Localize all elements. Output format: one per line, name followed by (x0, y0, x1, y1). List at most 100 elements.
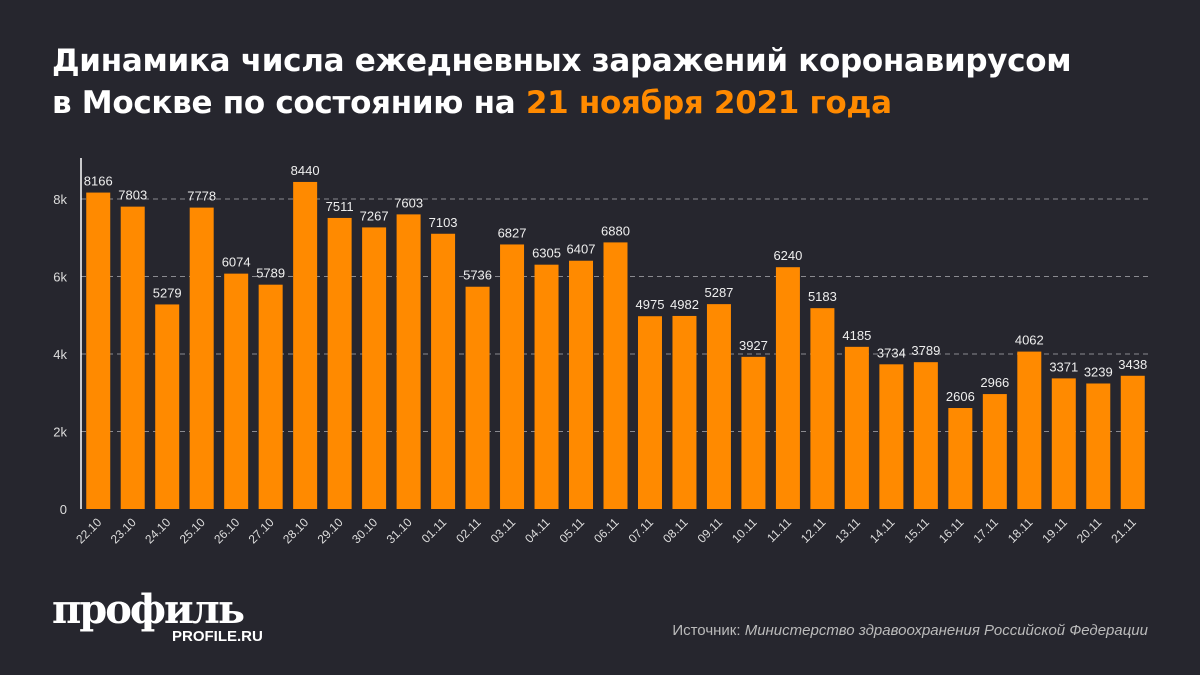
bar (500, 244, 525, 510)
data-label: 7603 (394, 195, 423, 210)
data-label: 6305 (532, 246, 561, 261)
data-label: 5183 (808, 289, 837, 304)
data-label: 3239 (1084, 364, 1113, 379)
bar (396, 214, 421, 510)
bar (879, 364, 904, 509)
logo: профиль (52, 586, 245, 633)
x-tick-label: 21.11 (1108, 515, 1139, 546)
bar (1086, 383, 1111, 509)
x-tick-label: 17.11 (970, 515, 1001, 546)
bar (1051, 378, 1076, 509)
bar (1120, 375, 1145, 509)
y-tick-label: 4k (53, 347, 67, 362)
title-date: 21 ноября 2021 года (525, 85, 892, 121)
bar (982, 394, 1007, 509)
bar (844, 346, 869, 509)
x-tick-label: 13.11 (833, 515, 864, 546)
data-label: 6880 (601, 223, 630, 238)
x-tick-label: 12.11 (798, 515, 829, 546)
data-label: 6240 (773, 248, 802, 263)
data-label: 5287 (704, 285, 733, 300)
x-tick-label: 19.11 (1039, 515, 1070, 546)
x-tick-label: 05.11 (557, 515, 588, 546)
data-label: 4975 (636, 297, 665, 312)
bar (948, 408, 973, 509)
x-tick-label: 18.11 (1005, 515, 1036, 546)
x-tick-label: 27.10 (246, 515, 277, 546)
bar (569, 260, 594, 509)
source-label: Источник: (672, 622, 741, 639)
x-tick-label: 31.10 (384, 515, 415, 546)
data-label: 5736 (463, 268, 492, 283)
logo-site: PROFILE.RU (172, 628, 263, 645)
data-label: 4062 (1015, 333, 1044, 348)
x-tick-label: 22.10 (73, 515, 104, 546)
x-tick-label: 26.10 (211, 515, 242, 546)
x-tick-label: 29.10 (315, 515, 346, 546)
data-label: 3371 (1049, 359, 1078, 374)
bar (810, 308, 835, 509)
bar (637, 316, 662, 509)
bar (224, 273, 249, 509)
x-tick-label: 23.10 (108, 515, 139, 546)
data-label: 4982 (670, 297, 699, 312)
data-label: 2966 (980, 375, 1009, 390)
source-text: Министерство здравоохранения Российской … (744, 622, 1148, 639)
bar (1017, 351, 1042, 509)
bar (431, 233, 456, 510)
data-label: 3789 (911, 343, 940, 358)
x-tick-label: 25.10 (177, 515, 208, 546)
x-tick-label: 09.11 (695, 515, 726, 546)
source-note: Источник: Министерство здравоохранения Р… (672, 622, 1148, 639)
bar (86, 192, 111, 509)
data-label: 6407 (567, 242, 596, 257)
data-label: 3927 (739, 338, 768, 353)
x-tick-label: 08.11 (660, 515, 691, 546)
data-label: 3734 (877, 345, 906, 360)
data-label: 8166 (84, 174, 113, 189)
bar (327, 217, 352, 510)
x-tick-label: 20.11 (1074, 515, 1105, 546)
x-tick-label: 06.11 (591, 515, 622, 546)
x-tick-label: 07.11 (626, 515, 657, 546)
x-tick-label: 11.11 (764, 515, 794, 545)
bar (258, 284, 283, 509)
title-prefix: в Москве по состоянию на (52, 85, 526, 121)
bar (465, 286, 490, 509)
bar (741, 356, 766, 509)
x-tick-label: 14.11 (867, 515, 898, 546)
bar (706, 304, 731, 509)
chart-title: Динамика числа ежедневных заражений коро… (52, 40, 1072, 124)
bar (293, 181, 318, 509)
x-tick-label: 10.11 (729, 515, 760, 546)
data-label: 8440 (291, 163, 320, 178)
x-tick-label: 28.10 (280, 515, 311, 546)
data-label: 7103 (429, 215, 458, 230)
bar (672, 315, 697, 509)
data-label: 7803 (118, 188, 147, 203)
title-line-2: в Москве по состоянию на 21 ноября 2021 … (52, 82, 1071, 124)
x-tick-label: 04.11 (522, 515, 553, 546)
bar (913, 362, 938, 509)
x-tick-label: 16.11 (936, 515, 967, 546)
data-label: 3438 (1118, 357, 1147, 372)
y-tick-label: 2k (53, 425, 67, 440)
bar (362, 227, 387, 509)
data-label: 7511 (326, 199, 354, 214)
y-tick-label: 8k (53, 192, 67, 207)
data-label: 7778 (187, 189, 216, 204)
bar (603, 242, 628, 509)
bar (775, 267, 800, 509)
bar (189, 207, 214, 510)
bar (155, 304, 180, 509)
data-label: 4185 (842, 328, 871, 343)
x-tick-label: 24.10 (142, 515, 173, 546)
data-label: 6074 (222, 255, 251, 270)
data-label: 2606 (946, 389, 975, 404)
x-tick-label: 02.11 (453, 515, 484, 546)
data-label: 6827 (498, 225, 527, 240)
title-line-1: Динамика числа ежедневных заражений коро… (52, 43, 1072, 79)
x-tick-label: 03.11 (488, 515, 519, 546)
bar (534, 264, 559, 509)
